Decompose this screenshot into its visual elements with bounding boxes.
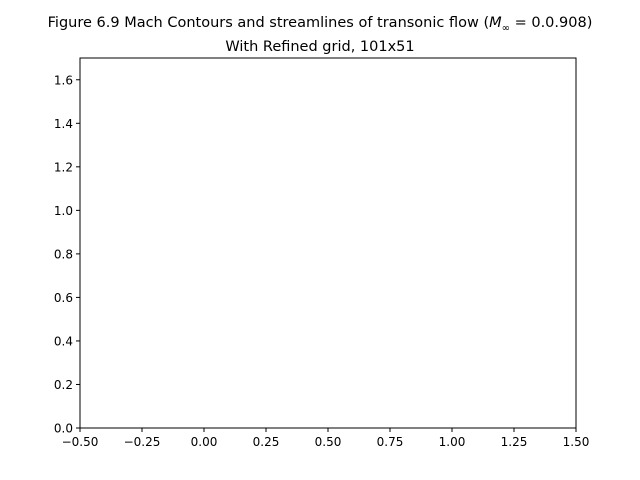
x-tick-label: 1.25: [501, 435, 528, 449]
x-tick-label: 0.00: [191, 435, 218, 449]
x-tick-label: 1.00: [439, 435, 466, 449]
chart-title-line-2: With Refined grid, 101x51: [225, 38, 415, 55]
y-tick-label: 0.2: [54, 378, 73, 392]
title-equation: = 0.0.908): [509, 15, 593, 31]
y-tick-label: 0.4: [54, 334, 73, 348]
plot-area: [79, 57, 577, 429]
y-tick-label: 1.6: [54, 73, 73, 87]
title-text: Figure 6.9 Mach Contours and streamlines…: [47, 15, 490, 31]
x-tick-label: 0.75: [377, 435, 404, 449]
x-axis: −0.50 −0.25 0.00 0.25 0.50 0.75 1.00 1.25 1.50: [62, 428, 590, 449]
y-tick-label: 0.0: [54, 422, 73, 436]
y-tick-label: 1.2: [54, 160, 73, 174]
y-tick-label: 1.0: [54, 204, 73, 218]
y-tick-label: 0.6: [54, 291, 73, 305]
x-tick-label: −0.50: [62, 435, 99, 449]
y-tick-label: 0.8: [54, 247, 73, 261]
chart-title: Figure 6.9 Mach Contours and streamlines…: [0, 14, 640, 57]
x-tick-label: 0.50: [315, 435, 342, 449]
y-tick-label: 1.4: [54, 117, 73, 131]
chart-title-line-1: Figure 6.9 Mach Contours and streamlines…: [0, 14, 640, 38]
title-math-subscript: ∞: [501, 22, 510, 34]
x-tick-label: 1.50: [563, 435, 590, 449]
x-tick-label: −0.25: [124, 435, 161, 449]
title-math-symbol: M: [489, 15, 502, 31]
y-axis: 0.0 0.2 0.4 0.6 0.8 1.0 1.2 1.4 1.6: [54, 73, 80, 436]
x-tick-label: 0.25: [253, 435, 280, 449]
